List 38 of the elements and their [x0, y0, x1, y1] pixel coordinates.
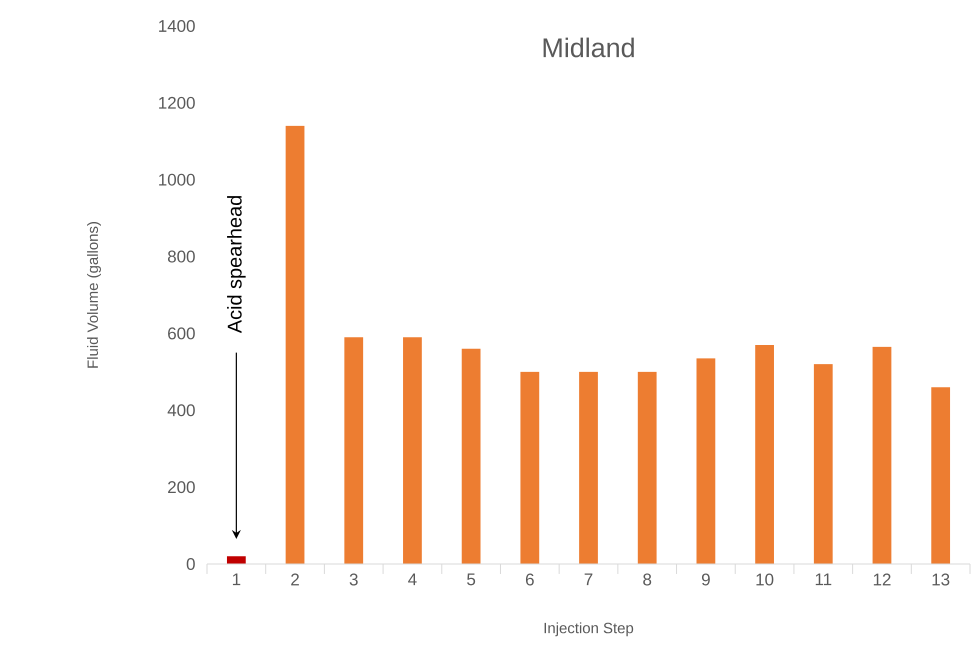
- y-tick-label: 0: [186, 558, 195, 570]
- bar: [520, 372, 540, 564]
- x-tick-label: 13: [932, 574, 950, 586]
- bar: [638, 372, 657, 564]
- bar: [696, 358, 716, 564]
- bar: [403, 337, 422, 564]
- y-tick-label: 1000: [159, 174, 195, 186]
- y-tick-label: 1200: [159, 96, 195, 109]
- x-tick-label: 1: [232, 574, 240, 586]
- x-tick-label: 6: [526, 574, 534, 586]
- x-tick-label: 4: [408, 574, 417, 586]
- x-tick-label: 12: [874, 574, 891, 586]
- x-tick-label: 11: [816, 574, 832, 586]
- y-tick-label: 800: [168, 250, 195, 263]
- x-tick-label: 9: [702, 574, 710, 586]
- bar: [462, 348, 481, 564]
- x-tick-label: 8: [643, 574, 652, 586]
- bar: [286, 126, 304, 564]
- y-axis-title: Fluid Volume (gallons): [87, 222, 101, 368]
- y-tick-label: 600: [168, 327, 195, 340]
- bar: [226, 556, 246, 564]
- bar: [579, 372, 598, 564]
- bar: [872, 346, 892, 564]
- x-axis-title: Injection Step: [544, 622, 634, 636]
- x-tick-label: 7: [584, 574, 592, 586]
- bar: [931, 387, 950, 564]
- y-tick-label: 200: [168, 481, 195, 494]
- bar: [344, 337, 364, 564]
- bar: [755, 344, 774, 564]
- chart-title: Midland: [544, 38, 634, 58]
- y-tick-label: 1400: [159, 20, 195, 32]
- x-tick-label: 10: [756, 574, 774, 586]
- annotation: Acid spearhead: [227, 196, 246, 334]
- bar: [814, 364, 833, 564]
- y-tick-label: 400: [168, 404, 195, 416]
- x-tick-label: 5: [467, 574, 476, 586]
- x-tick-label: 3: [350, 574, 358, 586]
- x-tick-label: 2: [291, 574, 299, 586]
